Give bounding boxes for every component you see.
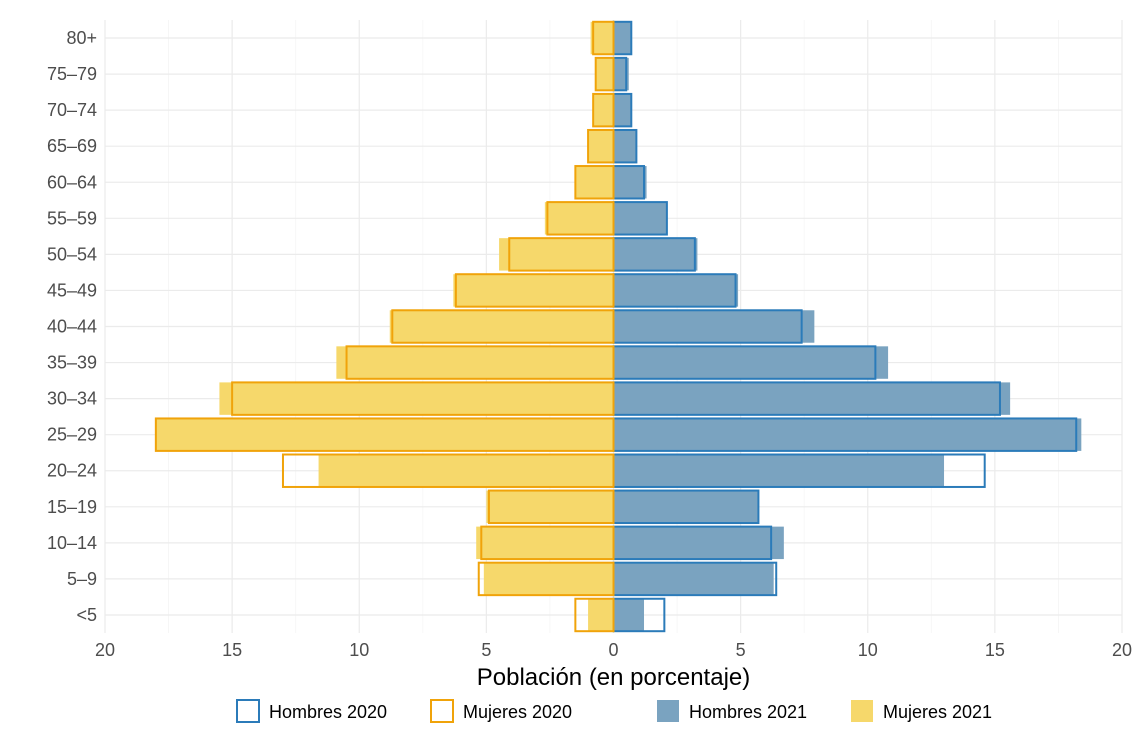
bar-mujeres-2020	[480, 525, 615, 561]
bar-mujeres-2020	[592, 20, 615, 56]
legend-label: Hombres 2020	[269, 702, 387, 722]
y-tick-label: 25–29	[47, 425, 97, 445]
bar-hombres-2021	[613, 238, 698, 271]
bar-hombres-2021	[613, 490, 759, 524]
legend-key-hombres-2020	[236, 699, 260, 723]
bar-mujeres-2021	[588, 129, 614, 163]
bar-mujeres-2020	[454, 273, 615, 308]
bar-mujeres-2021	[486, 490, 614, 524]
y-tick-label: 45–49	[47, 280, 97, 300]
bar-hombres-2021	[613, 129, 637, 163]
y-tick-label: 55–59	[47, 208, 97, 228]
bar-mujeres-2020	[508, 237, 615, 272]
legend-label: Mujeres 2021	[883, 702, 992, 722]
bar-mujeres-2020	[587, 128, 615, 164]
legend-label: Hombres 2021	[689, 702, 807, 722]
bar-mujeres-2021	[155, 418, 614, 451]
y-tick-label: 80+	[66, 28, 97, 48]
x-tick-label: 15	[985, 640, 1005, 660]
y-tick-label: 30–34	[47, 389, 97, 409]
legend-key-hombres-2021	[657, 700, 679, 722]
y-tick-label: 70–74	[47, 100, 97, 120]
bar-mujeres-2020	[281, 453, 615, 488]
bar-mujeres-2020	[574, 165, 615, 200]
bar-mujeres-2020	[477, 561, 615, 597]
y-tick-label: 15–19	[47, 497, 97, 517]
x-tick-label: 10	[349, 640, 369, 660]
outline-bars	[154, 20, 1078, 633]
bar-mujeres-2021	[595, 57, 614, 91]
y-tick-label: 35–39	[47, 353, 97, 373]
bar-hombres-2021	[613, 274, 739, 307]
bar-hombres-2021	[613, 166, 647, 199]
bar-mujeres-2021	[590, 21, 614, 55]
x-tick-label: 5	[481, 640, 491, 660]
bar-mujeres-2021	[476, 526, 614, 560]
y-tick-label: <5	[76, 605, 97, 625]
bar-hombres-2021	[613, 57, 629, 91]
bar-mujeres-2021	[219, 382, 614, 415]
legend-key-mujeres-2021	[851, 700, 873, 722]
y-tick-label: 40–44	[47, 317, 97, 337]
bar-hombres-2021	[613, 21, 632, 55]
legend: Hombres 2020 Mujeres 2020 Hombres 2021 Muje…	[236, 699, 992, 723]
bar-mujeres-2020	[594, 56, 615, 92]
legend-label: Mujeres 2020	[463, 702, 572, 722]
y-tick-label: 50–54	[47, 244, 97, 264]
bar-mujeres-2020	[391, 309, 615, 344]
bar-hombres-2021	[613, 346, 889, 379]
bar-mujeres-2020	[574, 597, 615, 633]
y-tick-label: 20–24	[47, 461, 97, 481]
bar-hombres-2021	[613, 202, 667, 235]
bar-hombres-2021	[613, 526, 784, 560]
bar-hombres-2021	[613, 454, 945, 487]
bar-mujeres-2021	[544, 202, 614, 235]
y-tick-labels: <5 5–9 10–14 15–19 20–24 25–29 30–34 35–39 40–44…	[47, 28, 97, 625]
bar-mujeres-2021	[593, 93, 614, 127]
bar-mujeres-2021	[336, 346, 614, 379]
bar-hombres-2021	[613, 93, 632, 127]
x-axis-label: Población (en porcentaje)	[477, 664, 751, 691]
x-tick-labels: 20 15 10 5 0 5 10 15 20	[95, 640, 1132, 660]
bar-mujeres-2020	[592, 92, 615, 128]
x-tick-label: 20	[95, 640, 115, 660]
filled-bars	[155, 21, 1082, 632]
bar-mujeres-2020	[154, 417, 615, 452]
bar-hombres-2021	[613, 562, 774, 596]
bar-mujeres-2021	[318, 454, 614, 487]
bar-mujeres-2021	[588, 598, 614, 632]
y-tick-label: 75–79	[47, 64, 97, 84]
bar-hombres-2021	[613, 382, 1011, 415]
x-tick-label: 15	[222, 640, 242, 660]
bar-mujeres-2021	[499, 238, 614, 271]
bar-mujeres-2021	[575, 166, 614, 199]
bar-mujeres-2020	[231, 381, 615, 416]
x-tick-label: 5	[736, 640, 746, 660]
bar-hombres-2021	[613, 598, 645, 632]
bar-mujeres-2021	[453, 274, 614, 307]
x-tick-label: 0	[608, 640, 618, 660]
y-tick-label: 5–9	[67, 569, 97, 589]
bar-hombres-2021	[613, 310, 815, 343]
bar-mujeres-2020	[487, 489, 615, 525]
x-tick-label: 20	[1112, 640, 1132, 660]
bar-mujeres-2020	[546, 201, 615, 236]
y-tick-label: 10–14	[47, 533, 97, 553]
bar-mujeres-2020	[345, 345, 615, 380]
bar-mujeres-2021	[483, 562, 614, 596]
legend-key-mujeres-2020	[430, 699, 454, 723]
bar-hombres-2021	[613, 418, 1082, 451]
y-tick-label: 65–69	[47, 136, 97, 156]
y-tick-label: 60–64	[47, 172, 97, 192]
bar-mujeres-2021	[389, 310, 614, 343]
x-tick-label: 10	[858, 640, 878, 660]
